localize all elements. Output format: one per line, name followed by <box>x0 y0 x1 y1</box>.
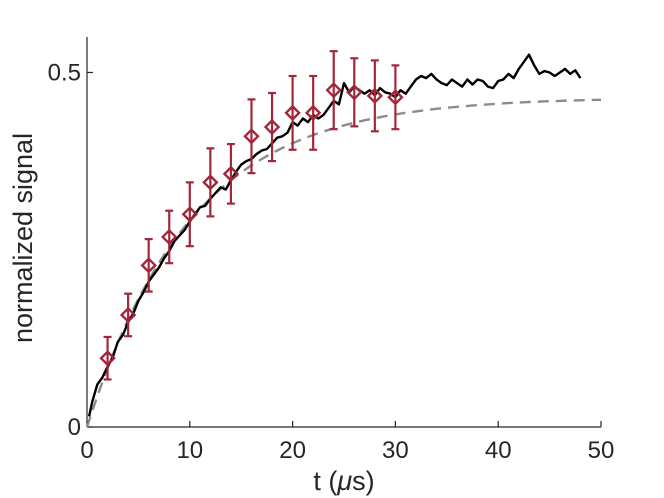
fit-curve-line <box>85 98 602 428</box>
diamond-marker <box>304 104 322 122</box>
diamond-marker <box>243 128 260 145</box>
data-point <box>243 98 260 175</box>
x-axis-label-unit: μ <box>336 466 352 496</box>
x-axis-label-prefix: t ( <box>313 466 337 496</box>
diamond-marker <box>346 84 363 101</box>
x-tick-label: 0 <box>80 437 93 464</box>
x-tick-label: 40 <box>485 437 512 464</box>
x-axis-label-suffix: s) <box>352 466 375 496</box>
y-tick-label: 0.5 <box>48 59 81 86</box>
data-point <box>387 64 404 131</box>
y-axis-label: normalized signal <box>8 133 38 343</box>
x-tick-label: 10 <box>176 437 203 464</box>
diamond-marker <box>181 206 198 223</box>
ticks: 0 10 20 30 40 50 0 0.5 <box>48 59 615 464</box>
data-point <box>202 147 219 218</box>
diamond-marker <box>366 87 384 105</box>
data-point <box>346 57 363 128</box>
data-point <box>263 91 281 163</box>
data-point <box>161 209 178 265</box>
data-point <box>304 74 322 151</box>
diamond-marker <box>161 228 178 246</box>
data-point <box>181 181 198 248</box>
diamond-marker <box>325 81 342 99</box>
axes <box>86 37 601 428</box>
diamond-marker <box>119 306 137 324</box>
x-tick-label: 30 <box>382 437 409 464</box>
diamond-marker <box>263 118 281 136</box>
data-point <box>222 142 240 205</box>
data-point <box>140 237 157 293</box>
x-tick-label: 20 <box>279 437 306 464</box>
diamond-marker <box>202 174 219 191</box>
x-axis-label: t (μs) <box>313 466 374 496</box>
series-group <box>85 50 602 428</box>
data-point <box>366 59 384 133</box>
diamond-marker <box>284 104 301 122</box>
diamond-marker <box>99 350 116 367</box>
data-point <box>99 335 116 381</box>
data-point <box>284 74 301 151</box>
y-tick-label: 0 <box>68 414 81 441</box>
diamond-marker <box>387 89 404 106</box>
diamond-marker <box>140 257 157 274</box>
data-point <box>325 50 342 131</box>
x-tick-label: 50 <box>588 437 615 464</box>
diamond-marker <box>222 165 240 183</box>
data-point <box>119 292 137 338</box>
